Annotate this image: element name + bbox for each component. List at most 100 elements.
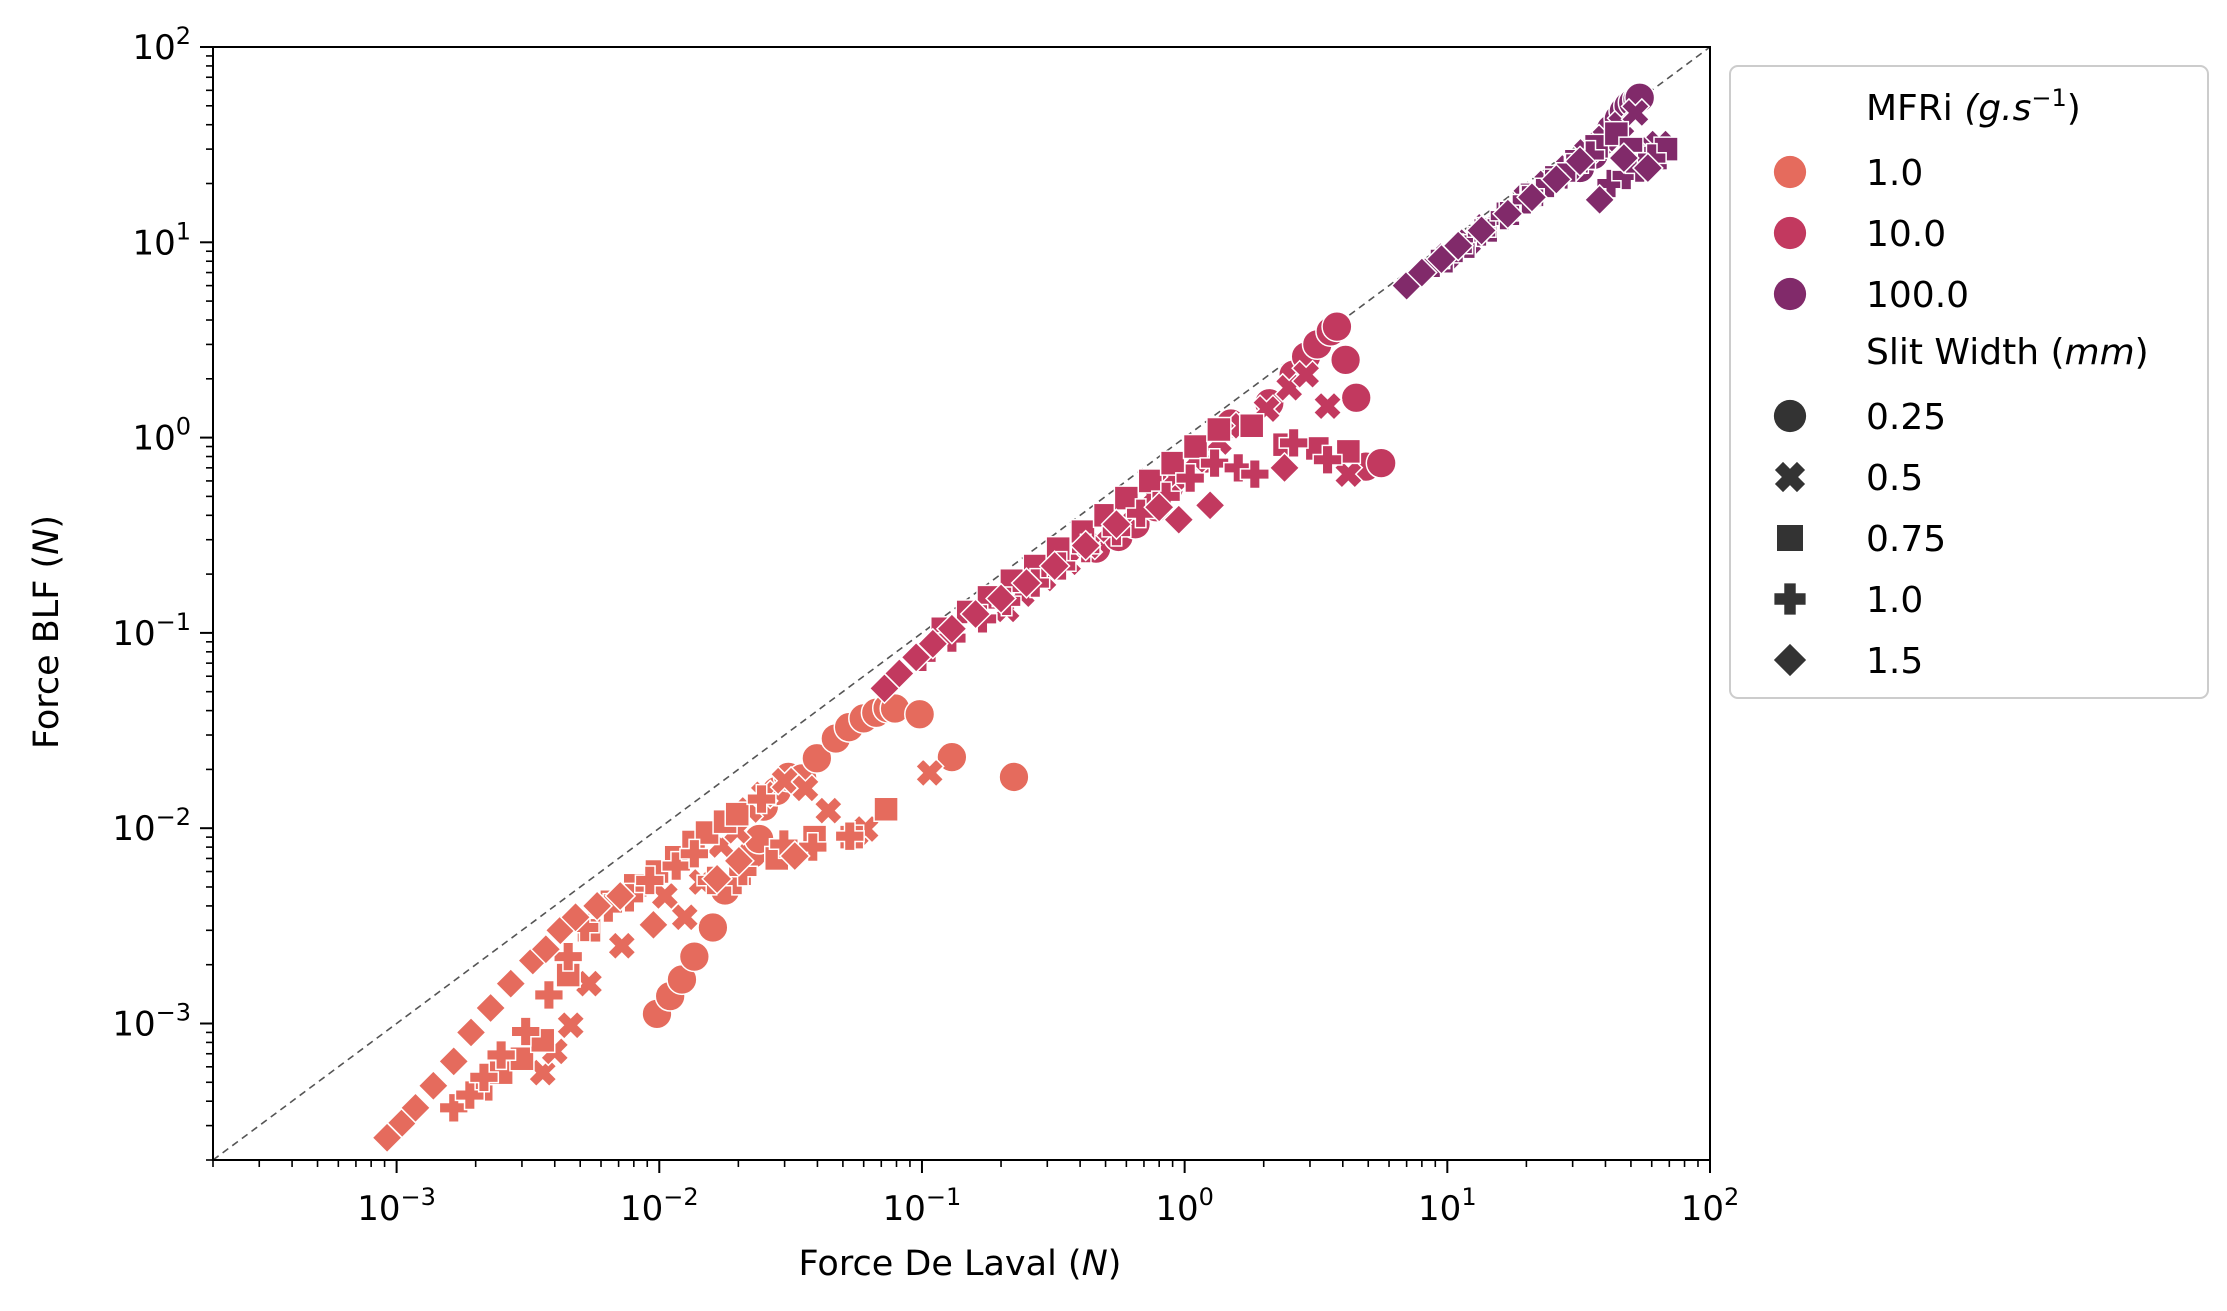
data-point bbox=[1312, 391, 1343, 422]
legend-label-style: 0.75 bbox=[1866, 519, 1946, 560]
data-point bbox=[1321, 310, 1353, 343]
data-point bbox=[998, 761, 1030, 793]
data-point bbox=[1268, 451, 1301, 484]
legend-label-hue: 10.0 bbox=[1866, 214, 1946, 255]
series-4 bbox=[371, 840, 811, 1154]
data-point bbox=[437, 1045, 470, 1078]
data-point bbox=[399, 1091, 432, 1124]
data-point bbox=[438, 1092, 469, 1123]
legend-marker-hue bbox=[1773, 155, 1807, 189]
data-point bbox=[574, 968, 604, 999]
data-point bbox=[454, 1079, 485, 1111]
data-point bbox=[661, 850, 692, 882]
legend-label-style: 1.0 bbox=[1866, 580, 1923, 621]
ticks: 10−3 10−3 10−2 10−2 10−1 10−1 100 100 101 101 102 1… bbox=[112, 22, 1739, 1229]
y-tick-label: 10−3 bbox=[112, 998, 191, 1044]
data-point bbox=[1583, 183, 1616, 216]
legend-style-title: Slit Width (mm) bbox=[1866, 332, 2149, 373]
data-point bbox=[1143, 491, 1176, 524]
legend-label-hue: 100.0 bbox=[1866, 275, 1969, 316]
data-point bbox=[935, 612, 968, 645]
data-point bbox=[873, 796, 899, 823]
data-point bbox=[1199, 447, 1230, 479]
data-point bbox=[1491, 197, 1524, 230]
data-point bbox=[883, 657, 916, 690]
data-point bbox=[555, 1010, 586, 1041]
x-tick-label: 102 bbox=[1681, 1183, 1740, 1229]
data-point bbox=[1516, 181, 1548, 214]
data-point bbox=[1278, 427, 1309, 458]
data-point bbox=[746, 783, 777, 815]
data-point bbox=[527, 1057, 558, 1088]
data-point bbox=[417, 1069, 450, 1102]
data-point bbox=[936, 741, 968, 773]
data-point bbox=[985, 582, 1017, 615]
data-point bbox=[1365, 447, 1397, 479]
data-point bbox=[701, 862, 734, 895]
data-point bbox=[581, 889, 614, 922]
data-point bbox=[1607, 142, 1640, 174]
data-point bbox=[494, 967, 527, 1000]
data-point bbox=[679, 838, 710, 869]
data-point bbox=[959, 598, 992, 630]
data-point bbox=[634, 865, 665, 896]
data-point bbox=[1291, 359, 1322, 390]
data-point bbox=[678, 940, 710, 973]
data-point bbox=[1159, 450, 1186, 476]
data-point bbox=[1100, 508, 1133, 541]
data-point bbox=[533, 979, 565, 1011]
data-point bbox=[1223, 452, 1254, 483]
legend-marker-style bbox=[1774, 461, 1806, 493]
data-point bbox=[529, 933, 562, 966]
data-point bbox=[790, 773, 821, 804]
y-tick-label: 100 bbox=[132, 413, 191, 459]
data-point bbox=[797, 831, 828, 863]
data-point bbox=[1010, 567, 1043, 599]
data-point bbox=[1194, 489, 1227, 522]
x-tick-label: 10−2 bbox=[620, 1183, 699, 1229]
legend-frame bbox=[1729, 65, 2209, 699]
data-point bbox=[1631, 152, 1664, 184]
data-point bbox=[813, 795, 844, 826]
data-point bbox=[1335, 438, 1362, 465]
plot-layer bbox=[212, 46, 1711, 1161]
data-point bbox=[1238, 412, 1265, 439]
data-point bbox=[1239, 458, 1270, 490]
data-point bbox=[1175, 462, 1206, 494]
data-point bbox=[559, 901, 592, 934]
legend-marker-style bbox=[1773, 399, 1807, 433]
data-point bbox=[1038, 550, 1071, 582]
series-9 bbox=[868, 451, 1301, 705]
data-point bbox=[669, 902, 700, 933]
data-point bbox=[904, 698, 936, 730]
data-point bbox=[637, 908, 670, 941]
legend-label-style: 0.5 bbox=[1866, 458, 1923, 499]
legend-marker-hue bbox=[1773, 216, 1807, 250]
data-point bbox=[485, 1039, 517, 1071]
data-point bbox=[1340, 382, 1372, 414]
legend-marker-style bbox=[1777, 525, 1803, 551]
y-tick-label: 101 bbox=[132, 217, 191, 263]
data-point bbox=[834, 821, 865, 852]
data-point bbox=[510, 1016, 541, 1047]
data-point bbox=[722, 844, 755, 877]
legend-hue-entries: 1.0 10.0 100.0 bbox=[1773, 153, 1969, 316]
data-point bbox=[1540, 163, 1573, 196]
data-point bbox=[455, 1016, 487, 1049]
data-point bbox=[916, 627, 949, 660]
y-axis-label: Force BLF (N) bbox=[27, 515, 67, 749]
legend-label-hue: 1.0 bbox=[1866, 153, 1923, 194]
series-14 bbox=[1390, 142, 1664, 302]
legend-label-style: 0.25 bbox=[1866, 397, 1946, 438]
legend-marker-style bbox=[1773, 643, 1807, 677]
data-point bbox=[1405, 256, 1438, 289]
axis-layer: 10−3 10−3 10−2 10−2 10−1 10−1 100 100 101 101 102 1… bbox=[112, 22, 1739, 1229]
x-axis-label: Force De Laval (N) bbox=[799, 1244, 1122, 1284]
x-tick-label: 101 bbox=[1418, 1183, 1477, 1229]
data-point bbox=[604, 879, 637, 912]
data-point bbox=[474, 992, 507, 1024]
legend-label-style: 1.5 bbox=[1866, 641, 1923, 682]
legend-style-entries: 0.25 0.5 0.75 1.0 1.5 bbox=[1773, 397, 1946, 682]
